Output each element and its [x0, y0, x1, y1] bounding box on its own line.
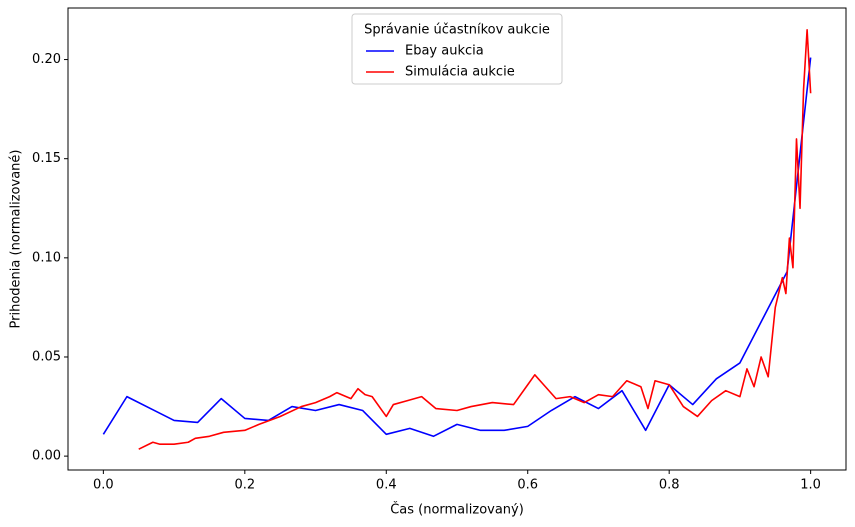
x-axis-label: Čas (normalizovaný) — [390, 502, 524, 518]
legend-title: Správanie účastníkov aukcie — [364, 23, 550, 38]
series-line — [138, 29, 812, 450]
x-tick-label: 0.0 — [93, 478, 114, 493]
legend-box — [351, 13, 563, 85]
y-tick-label: 0.20 — [32, 52, 61, 67]
plot-frame — [67, 7, 847, 471]
y-tick-label: 0.00 — [32, 449, 61, 464]
x-tick-label: 0.2 — [234, 478, 255, 493]
series-line — [102, 57, 812, 438]
y-tick-label: 0.10 — [32, 250, 61, 265]
legend-label: Ebay aukcia — [405, 44, 484, 59]
x-tick-label: 0.6 — [517, 478, 538, 493]
y-tick-label: 0.05 — [32, 349, 61, 364]
x-tick-label: 1.0 — [800, 478, 821, 493]
x-tick-label: 0.4 — [376, 478, 397, 493]
legend: Správanie účastníkov aukcie Ebay aukcia Si… — [351, 13, 563, 85]
x-tick-label: 0.8 — [659, 478, 680, 493]
y-axis-label: Prihodenia (normalizované) — [9, 150, 24, 329]
y-tick-label: 0.15 — [32, 151, 61, 166]
legend-label: Simulácia aukcie — [405, 65, 515, 80]
